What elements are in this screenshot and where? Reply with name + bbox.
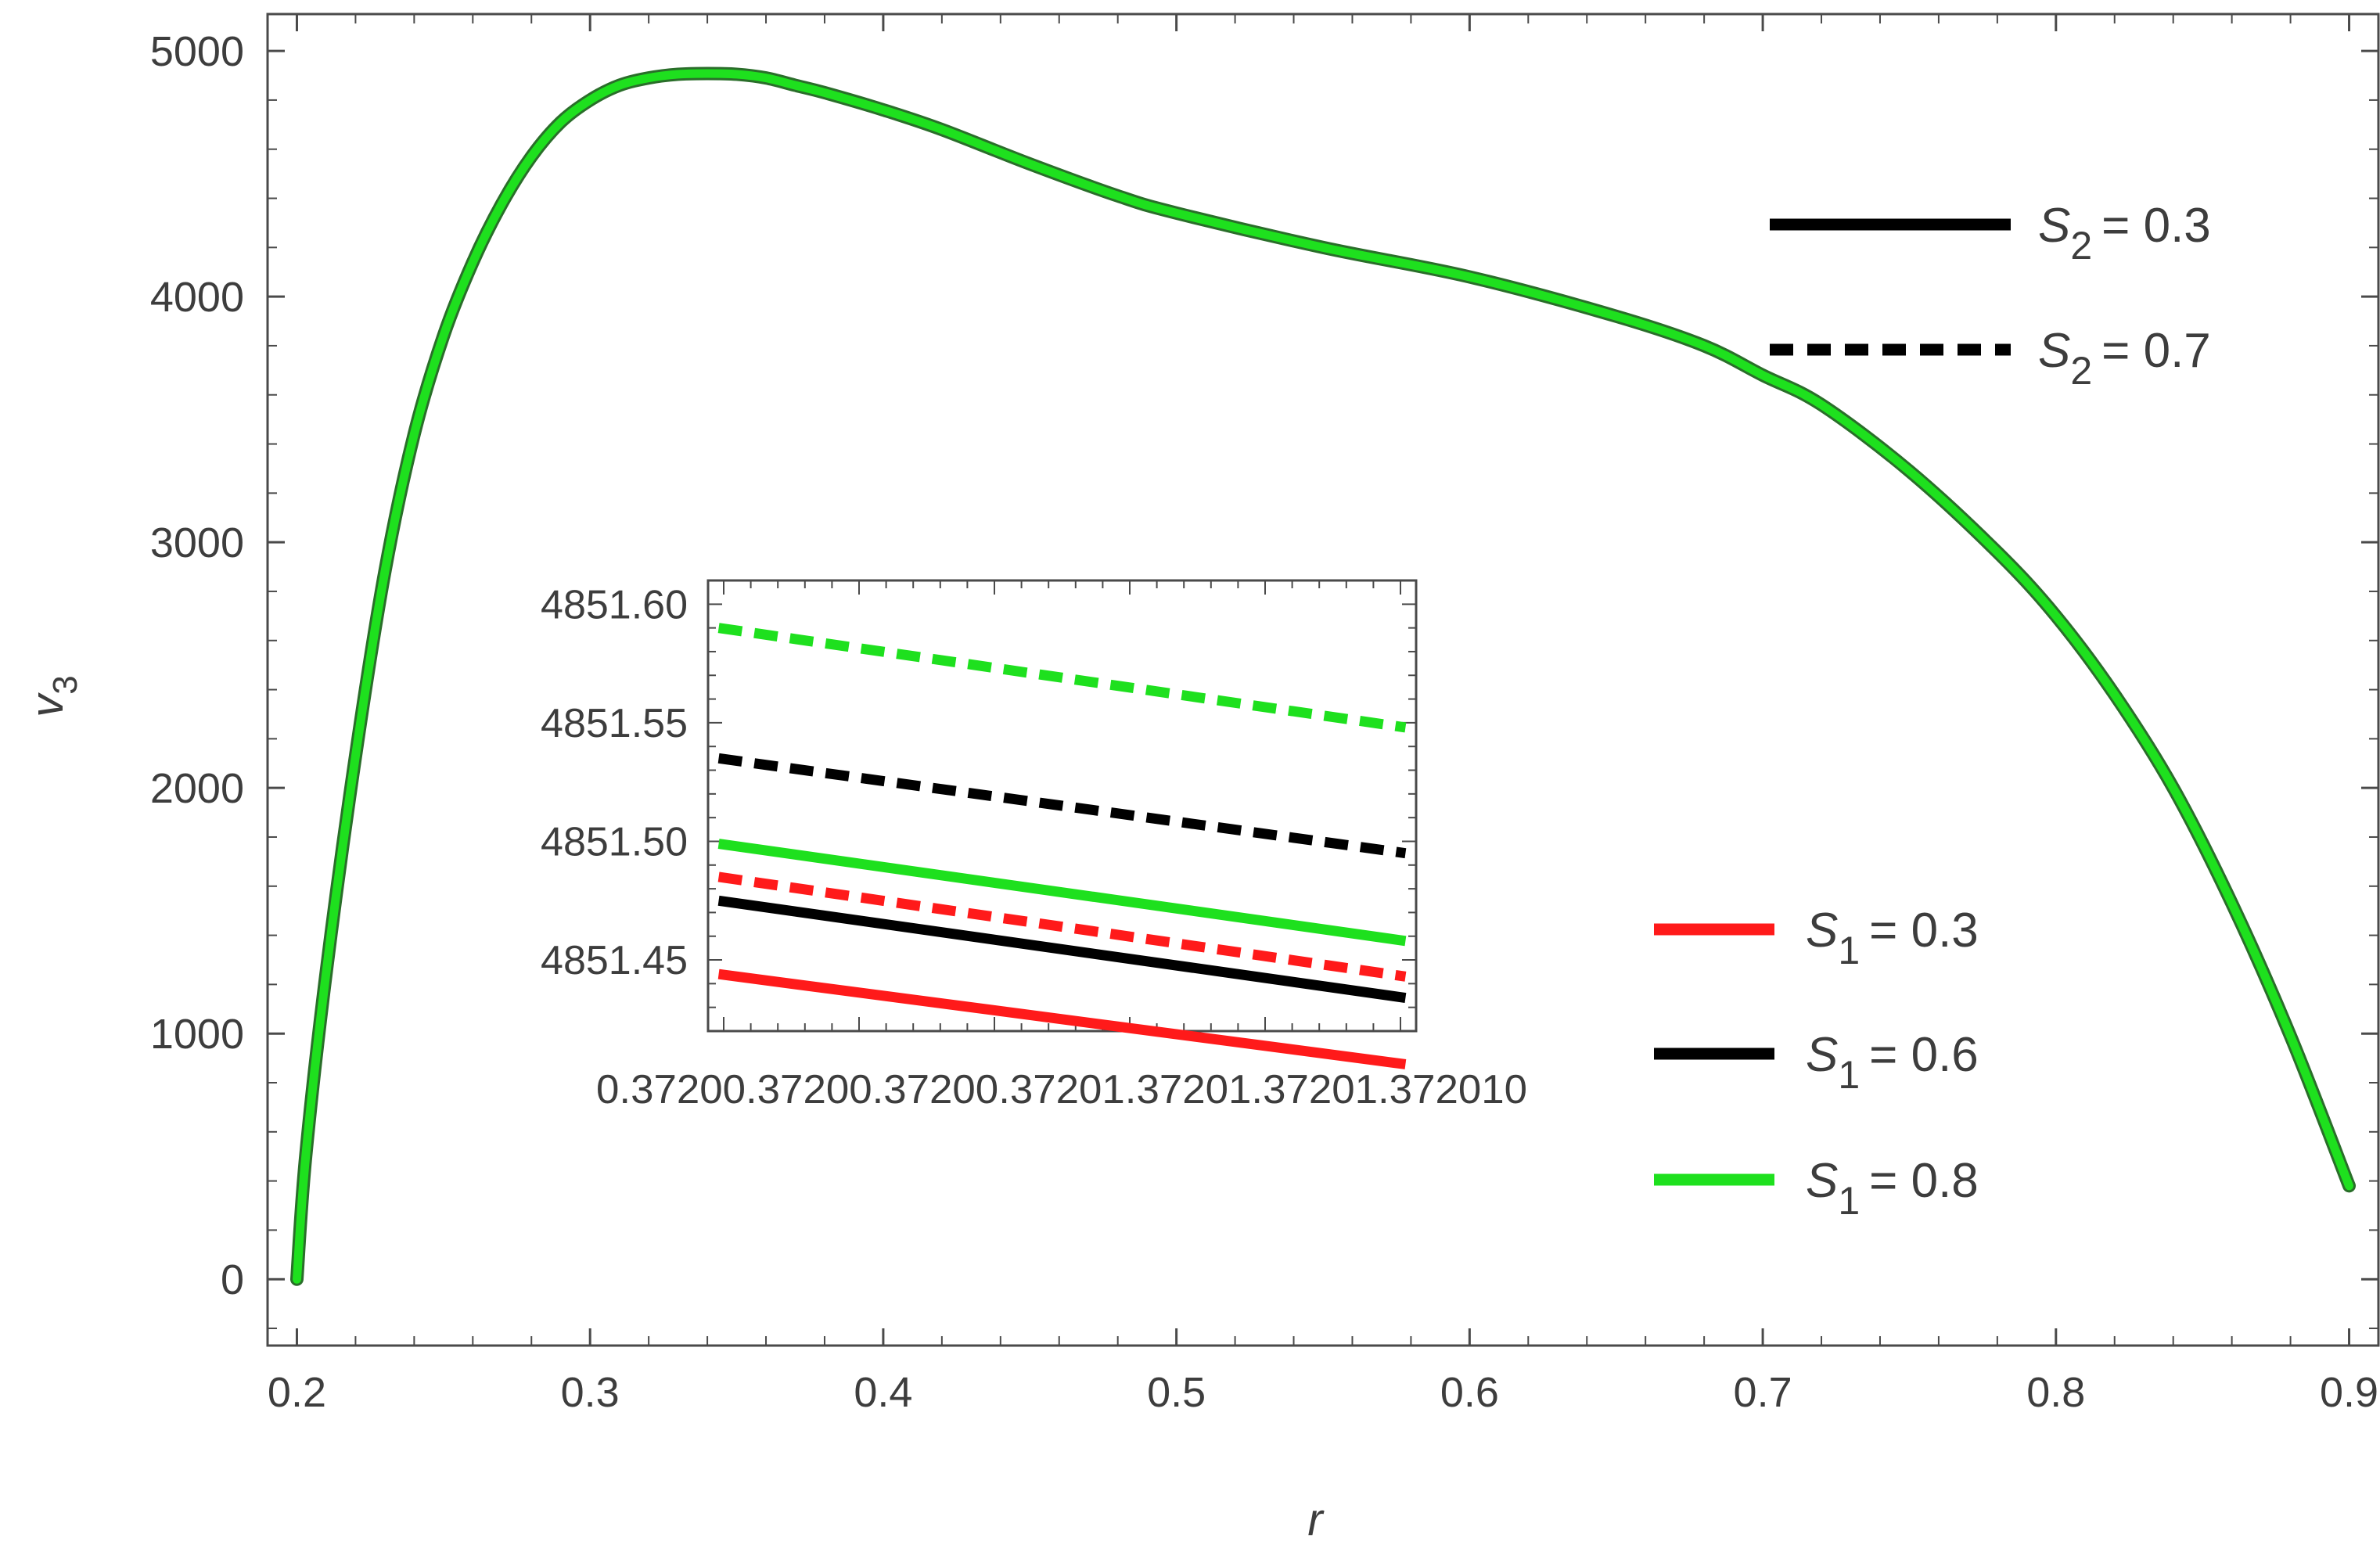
inset-series-line <box>717 968 1407 1069</box>
y-tick-label: 5000 <box>150 28 244 75</box>
series-line <box>292 69 2354 1284</box>
legend-value: = 0.8 <box>1869 1154 1979 1208</box>
legend-label: S2 = 0.3 <box>2038 199 2211 268</box>
y-tick-label: 3000 <box>150 519 244 566</box>
x-tick-label: 0.8 <box>2026 1369 2085 1416</box>
x-tick-label: 0.6 <box>1440 1369 1499 1416</box>
y-tick-label: 4000 <box>150 274 244 321</box>
legend-subscript: 1 <box>1838 1053 1860 1097</box>
legend-subscript: 2 <box>2070 349 2092 393</box>
inset-series-line <box>717 871 1407 982</box>
plot-frame <box>266 13 2380 1347</box>
y-axis-title-symbol: v <box>22 692 73 717</box>
inset-y-tick-label: 4851.45 <box>541 938 688 983</box>
x-tick-label: 0.7 <box>1734 1369 1792 1416</box>
legend-value: = 0.3 <box>2101 199 2211 253</box>
x-tick-label: 0.4 <box>854 1369 912 1416</box>
legend-label: S1 = 0.6 <box>1806 1028 1979 1097</box>
x-tick-label: 0.9 <box>2320 1369 2378 1416</box>
inset-series-line <box>717 895 1407 1003</box>
x-tick-label: 0.5 <box>1147 1369 1206 1416</box>
inset-series-line <box>717 839 1407 947</box>
legend-symbol: S <box>1806 1028 1838 1082</box>
legend-label: S1 = 0.8 <box>1806 1154 1979 1223</box>
x-axis-title: r <box>1307 1494 1325 1545</box>
y-axis-title: v3 <box>22 675 84 717</box>
legend-symbol: S <box>2038 199 2070 253</box>
legend-subscript: 1 <box>1838 1179 1860 1223</box>
x-tick-label: 0.2 <box>268 1369 326 1416</box>
y-axis-title-subscript: 3 <box>46 675 84 694</box>
inset-series-line <box>717 623 1407 733</box>
inset-y-tick-label: 4851.60 <box>541 582 688 627</box>
y-tick-label: 1000 <box>150 1011 244 1058</box>
legend-value: = 0.3 <box>1869 904 1979 958</box>
inset-series-line <box>717 753 1407 859</box>
legend-subscript: 1 <box>1838 929 1860 972</box>
inset-y-tick-label: 4851.55 <box>541 701 688 746</box>
y-tick-label: 2000 <box>150 765 244 812</box>
legend-value: = 0.6 <box>1869 1028 1979 1082</box>
inset-y-tick-label: 4851.50 <box>541 819 688 864</box>
legend-symbol: S <box>1806 1154 1838 1208</box>
legend-subscript: 2 <box>2070 224 2092 268</box>
x-tick-label: 0.3 <box>561 1369 620 1416</box>
inset-x-tick-labels: 0.37200.37200.37200.37201.37201.37201.37… <box>596 1067 1527 1112</box>
y-tick-label: 0 <box>221 1256 244 1303</box>
legend-value: = 0.7 <box>2101 324 2211 378</box>
legend-symbol: S <box>1806 904 1838 958</box>
legend-label: S1 = 0.3 <box>1806 904 1979 972</box>
legend-symbol: S <box>2038 324 2070 378</box>
legend-label: S2 = 0.7 <box>2038 324 2211 393</box>
